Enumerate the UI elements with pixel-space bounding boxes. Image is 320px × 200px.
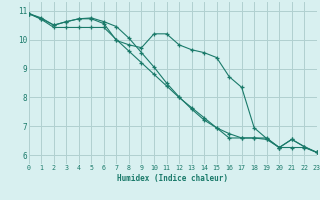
X-axis label: Humidex (Indice chaleur): Humidex (Indice chaleur) (117, 174, 228, 183)
